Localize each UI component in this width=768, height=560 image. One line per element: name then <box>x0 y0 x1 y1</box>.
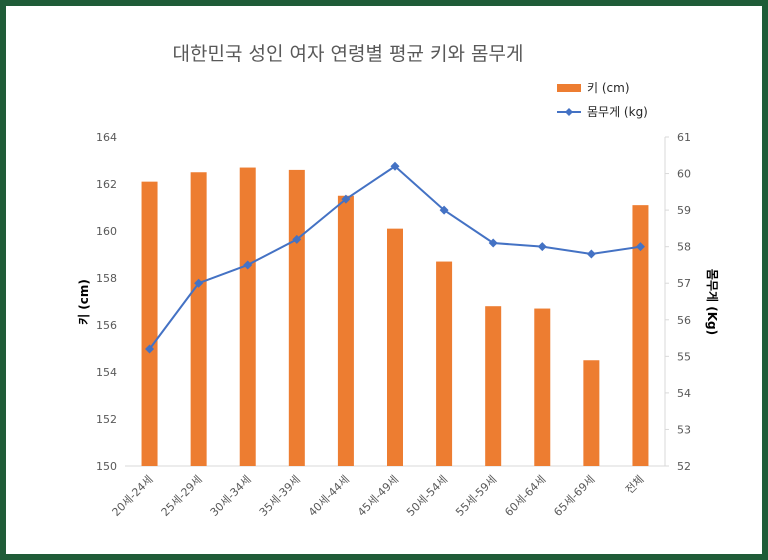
y2-tick-label: 57 <box>677 277 691 290</box>
x-tick-label: 50세-54세 <box>404 473 450 519</box>
bar <box>337 195 354 466</box>
y2-tick-label: 52 <box>677 460 691 473</box>
y-tick-label: 150 <box>96 460 117 473</box>
line-point <box>145 344 155 354</box>
y-tick-label: 160 <box>96 225 117 238</box>
x-tick-label: 35세-39세 <box>257 473 303 519</box>
line-point <box>390 161 400 171</box>
x-tick-label: 45세-49세 <box>355 473 401 519</box>
y2-axis-title: 몸무게 (Kg) <box>705 269 719 335</box>
y2-tick-label: 60 <box>677 168 691 181</box>
x-tick-label: 25세-29세 <box>159 473 205 519</box>
legend-line-label: 몸무게 (kg) <box>587 105 648 119</box>
line-point <box>341 194 351 204</box>
bar <box>583 360 600 466</box>
y-tick-label: 162 <box>96 178 117 191</box>
line-point <box>586 249 596 259</box>
bar <box>190 172 207 466</box>
bar <box>436 261 453 466</box>
bar <box>485 306 502 466</box>
y2-tick-label: 59 <box>677 204 691 217</box>
bar <box>387 228 403 466</box>
line-point <box>537 242 547 252</box>
bar <box>239 167 256 467</box>
y2-tick-label: 58 <box>677 241 691 254</box>
bar <box>632 205 649 466</box>
y2-tick-label: 54 <box>677 387 691 400</box>
legend-line-marker <box>565 108 573 116</box>
y-tick-label: 158 <box>96 272 117 285</box>
x-tick-label: 20세-24세 <box>110 473 156 519</box>
line-point <box>439 205 449 215</box>
y-tick-label: 164 <box>96 131 117 144</box>
y-tick-label: 154 <box>96 366 117 379</box>
x-tick-label: 30세-34세 <box>208 473 254 519</box>
x-tick-label: 전체 <box>623 473 647 497</box>
line-point <box>488 238 498 248</box>
legend-bar-swatch <box>557 84 581 92</box>
y-axis-title: 키 (cm) <box>76 279 91 325</box>
line-point <box>635 242 645 252</box>
y-tick-label: 156 <box>96 319 117 332</box>
bar <box>288 169 305 466</box>
x-tick-label: 40세-44세 <box>306 473 352 519</box>
x-tick-label: 65세-69세 <box>551 473 597 519</box>
y2-tick-label: 56 <box>677 314 691 327</box>
y2-tick-label: 53 <box>677 423 691 436</box>
bar <box>141 181 158 466</box>
chart-title: 대한민국 성인 여자 연령별 평균 키와 몸무게 <box>173 43 524 65</box>
line-point <box>243 260 253 270</box>
plot-area: 150 152 154 156 158 160 162 164 52 53 54 55 56 57 58 59… <box>96 131 691 519</box>
line-point <box>194 278 204 288</box>
x-tick-label: 55세-59세 <box>453 473 499 519</box>
x-tick-label: 60세-64세 <box>502 473 548 519</box>
legend: 키 (cm) 몸무게 (kg) <box>557 81 648 119</box>
bar <box>534 308 551 466</box>
y2-tick-label: 55 <box>677 350 691 363</box>
line-point <box>292 234 302 244</box>
y2-tick-label: 61 <box>677 131 691 144</box>
y-tick-label: 152 <box>96 413 117 426</box>
legend-bar-label: 키 (cm) <box>587 81 630 95</box>
